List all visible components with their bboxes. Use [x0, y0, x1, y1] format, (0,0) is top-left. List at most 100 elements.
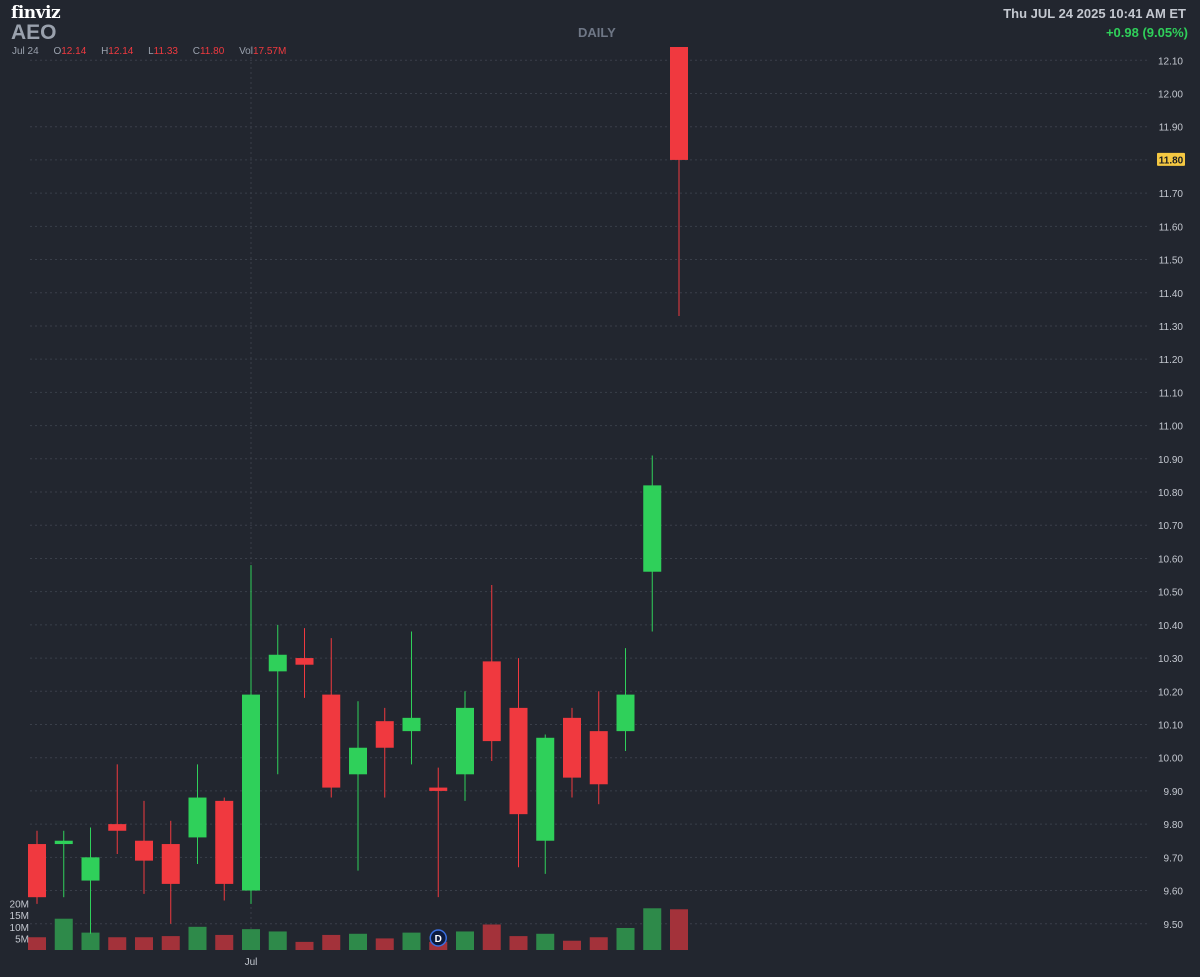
volume-bar [589, 937, 608, 950]
candle-body [402, 717, 421, 732]
candle [28, 830, 46, 904]
price-tick-label: 11.60 [1159, 222, 1184, 233]
volume-bar [54, 918, 73, 950]
low-label: L [148, 46, 154, 57]
candle-body [28, 844, 46, 898]
candle [429, 767, 448, 898]
candle [536, 734, 555, 874]
candle-body [54, 840, 73, 845]
ticker-symbol: AEO [11, 21, 57, 44]
volume-bar [349, 933, 367, 950]
interval-label[interactable]: DAILY [578, 25, 616, 40]
candle [135, 800, 153, 894]
low-value: 11.33 [153, 46, 178, 57]
candle-body [429, 787, 448, 791]
candle-body [375, 721, 394, 748]
candle-body [268, 654, 287, 672]
candle-body [215, 800, 234, 884]
price-tick-label: 9.50 [1164, 920, 1184, 931]
candle [402, 631, 421, 765]
price-tick-label: 10.30 [1158, 654, 1183, 665]
volume-bar [295, 941, 314, 950]
candle-body [161, 844, 180, 884]
close-value: 11.80 [199, 46, 225, 57]
price-tick-label: 10.00 [1158, 754, 1183, 765]
volume-bar [161, 936, 180, 950]
earnings-marker-icon [429, 929, 447, 947]
price-tick-label: 9.70 [1164, 853, 1184, 864]
candle-body [643, 485, 662, 572]
candle [268, 624, 287, 775]
candle [643, 455, 662, 632]
candle [188, 764, 207, 864]
current-price-tag: 11.80 [1157, 152, 1185, 166]
price-change: +0.98 (9.05%) [1105, 25, 1188, 40]
high-label: H [101, 46, 109, 57]
candle-body [563, 717, 581, 778]
price-tag-label: 11.80 [1159, 155, 1184, 166]
open-label: O [53, 46, 62, 57]
close-label: C [192, 46, 200, 57]
price-axis: 9.50 9.60 9.70 9.80 9.90 10.00 10.10 10.20 10.30… [1158, 56, 1183, 930]
price-tick-label: 11.70 [1159, 189, 1184, 200]
datetime-label: Thu JUL 24 2025 10:41 AM ET [1003, 6, 1186, 21]
volume-bar [375, 938, 394, 950]
volume-bar [670, 909, 688, 950]
price-tick-label: 11.30 [1159, 322, 1184, 333]
candle-body [108, 824, 127, 831]
price-tick-label: 9.60 [1164, 887, 1184, 898]
candle-body [135, 840, 153, 861]
price-tick-label: 11.90 [1159, 123, 1184, 134]
high-value: 12.14 [108, 46, 134, 57]
price-tick-label: 10.90 [1158, 455, 1183, 466]
volume-value: 17.57M [252, 46, 287, 57]
volume-tick-label: 15M [10, 911, 29, 922]
price-tick-label: 10.80 [1158, 488, 1183, 499]
price-tick-label: 10.70 [1158, 521, 1183, 532]
finviz-logo[interactable]: finviz [11, 3, 61, 23]
earnings-marker-label: D [435, 934, 442, 945]
candle-body [81, 857, 100, 881]
candle-body [616, 694, 635, 732]
price-tick-label: 10.60 [1158, 554, 1183, 565]
volume-bar [536, 933, 555, 950]
price-tick-label: 11.40 [1159, 289, 1184, 300]
volume-bar [563, 940, 581, 950]
volume-bar [456, 931, 474, 950]
candle-body [670, 47, 688, 160]
candle-body [295, 658, 314, 665]
volume-tick-label: 10M [10, 923, 29, 934]
candle [563, 707, 581, 798]
price-tick-label: 10.10 [1158, 720, 1183, 731]
volume-bar [402, 932, 421, 950]
volume-bar [268, 931, 287, 950]
candle [349, 701, 367, 871]
candle [108, 764, 127, 855]
candle-body [509, 707, 528, 815]
volume-bars [28, 908, 688, 950]
candle-body [188, 797, 207, 838]
price-tick-label: 11.00 [1159, 422, 1184, 433]
earnings-marker[interactable]: D [429, 929, 447, 947]
volume-bar [509, 936, 528, 950]
candle [295, 628, 314, 698]
price-tag-box [1157, 152, 1185, 166]
volume-tick-label: 20M [10, 900, 29, 911]
price-tick-label: 11.10 [1159, 388, 1184, 399]
ohlc-date: Jul 24 [12, 46, 39, 57]
open-value: 12.14 [61, 46, 87, 57]
price-tick-label: 10.40 [1158, 621, 1183, 632]
volume-bar [242, 929, 260, 950]
candle-body [589, 731, 608, 785]
ohlc-readout: Jul 24 O12.14 H12.14 L11.33 C11.80 Vol17… [12, 46, 298, 57]
candle-body [242, 694, 260, 891]
candle-body [349, 747, 367, 775]
candle-body [322, 694, 341, 788]
price-tick-label: 11.20 [1159, 355, 1184, 366]
date-tick-label: Jul [245, 957, 258, 968]
price-tick-label: 9.90 [1164, 787, 1184, 798]
candle [242, 565, 260, 904]
